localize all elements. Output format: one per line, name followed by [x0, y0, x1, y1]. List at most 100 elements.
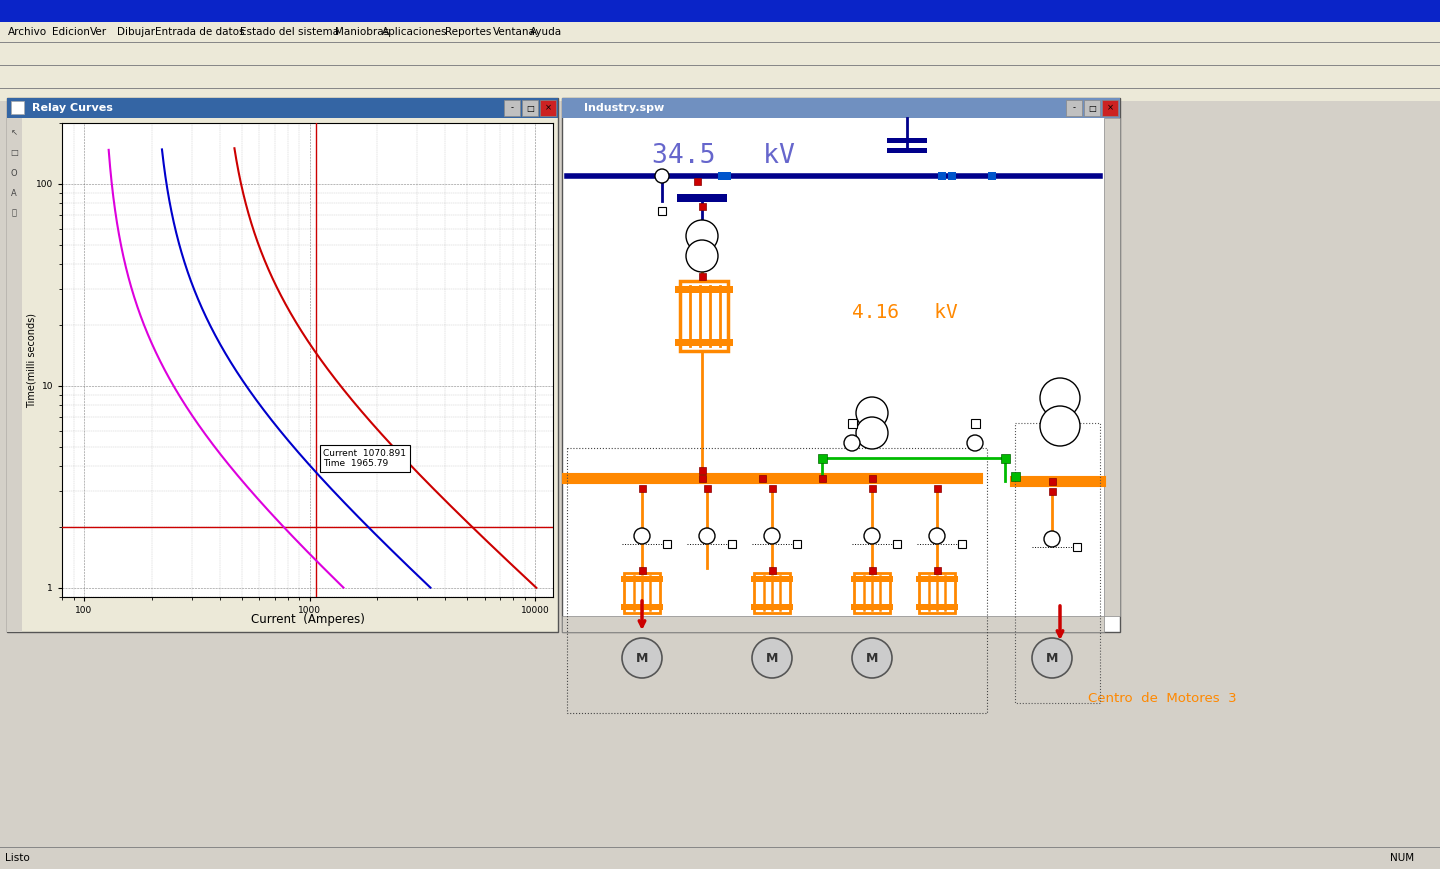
Bar — [1011, 472, 1020, 481]
Bar — [769, 567, 776, 574]
Text: M: M — [766, 652, 778, 665]
Text: Current  1070.891
Time  1965.79: Current 1070.891 Time 1965.79 — [323, 448, 406, 468]
Bar — [698, 273, 706, 280]
Bar — [752, 604, 793, 610]
Bar — [759, 475, 766, 482]
Bar — [698, 467, 706, 474]
Bar — [0, 42, 1440, 66]
Bar — [919, 573, 955, 613]
Circle shape — [855, 397, 888, 429]
Bar — [658, 207, 665, 215]
Bar — [854, 573, 890, 613]
Text: M: M — [865, 652, 878, 665]
Circle shape — [1044, 531, 1060, 547]
Text: -: - — [511, 103, 514, 112]
Bar — [562, 616, 1104, 632]
Bar — [698, 475, 706, 482]
Bar — [935, 485, 940, 492]
Bar — [677, 194, 727, 202]
Text: Industry.spw: Industry.spw — [585, 103, 664, 113]
Text: Entrada de datos: Entrada de datos — [156, 27, 245, 37]
Text: ↖: ↖ — [10, 129, 17, 137]
Bar — [0, 847, 1440, 848]
Text: Line 7 S3: Line 7 S3 — [337, 170, 382, 180]
Text: Ayuda: Ayuda — [530, 27, 562, 37]
Circle shape — [685, 240, 719, 272]
Bar — [752, 576, 793, 582]
Text: 4.16   kV: 4.16 kV — [852, 303, 958, 322]
Bar — [988, 172, 996, 180]
Circle shape — [1032, 638, 1071, 678]
Text: Ver: Ver — [89, 27, 107, 37]
Bar — [1015, 423, 1100, 703]
Bar — [680, 281, 729, 351]
Bar — [675, 286, 733, 293]
Text: Listo: Listo — [4, 853, 30, 863]
Bar — [793, 540, 801, 548]
Text: Dibujar: Dibujar — [117, 27, 156, 37]
Text: NUM: NUM — [1390, 853, 1414, 863]
Bar — [818, 454, 827, 463]
Bar — [639, 567, 647, 574]
Circle shape — [844, 435, 860, 451]
Bar — [1001, 454, 1009, 463]
Bar — [621, 604, 662, 610]
Bar — [868, 475, 876, 482]
Text: M: M — [1045, 652, 1058, 665]
Circle shape — [1040, 406, 1080, 446]
Text: □: □ — [10, 149, 17, 157]
Bar — [887, 148, 927, 153]
Bar — [562, 98, 1120, 632]
Bar — [694, 178, 701, 185]
Circle shape — [685, 220, 719, 252]
Circle shape — [655, 169, 670, 183]
Bar — [937, 172, 946, 180]
Circle shape — [855, 417, 888, 449]
Bar — [704, 485, 711, 492]
Text: O: O — [10, 169, 17, 177]
Text: Archivo: Archivo — [9, 27, 48, 37]
Text: □: □ — [1089, 103, 1096, 112]
Text: Centro  de  Motores  3: Centro de Motores 3 — [1087, 692, 1237, 705]
Bar — [0, 65, 1440, 66]
Circle shape — [634, 528, 649, 544]
Bar — [729, 540, 736, 548]
Bar — [504, 100, 520, 116]
Circle shape — [852, 638, 891, 678]
Bar — [567, 448, 986, 713]
Bar — [0, 42, 1440, 43]
Text: Time(milli seconds): Time(milli seconds) — [27, 313, 37, 408]
Bar — [1073, 543, 1081, 551]
Bar — [769, 485, 776, 492]
Bar — [562, 98, 1120, 118]
Bar — [639, 485, 647, 492]
Text: Line 5 S3: Line 5 S3 — [337, 140, 382, 150]
Bar — [0, 66, 1440, 88]
Bar — [848, 419, 857, 428]
Text: M: M — [636, 652, 648, 665]
Text: Edicion: Edicion — [52, 27, 89, 37]
Text: 34.5   kV: 34.5 kV — [652, 143, 795, 169]
Circle shape — [765, 528, 780, 544]
Bar — [868, 567, 876, 574]
Bar — [971, 419, 981, 428]
Circle shape — [1040, 378, 1080, 418]
Bar — [0, 88, 1440, 89]
Bar — [893, 540, 901, 548]
Bar — [0, 0, 1440, 22]
Text: Relay Curves: Relay Curves — [32, 103, 112, 113]
Bar — [333, 133, 472, 188]
Text: ×: × — [544, 103, 552, 112]
Text: Ventana: Ventana — [492, 27, 536, 37]
Bar — [958, 540, 966, 548]
Bar — [0, 89, 1440, 101]
Text: ×: × — [1106, 103, 1113, 112]
Bar — [0, 847, 1440, 869]
Text: -: - — [1073, 103, 1076, 112]
Bar — [916, 604, 958, 610]
Bar — [12, 101, 24, 114]
Text: Current  (Amperes): Current (Amperes) — [251, 614, 364, 627]
Text: □: □ — [526, 103, 534, 112]
Bar — [851, 576, 893, 582]
Text: A: A — [12, 189, 17, 197]
